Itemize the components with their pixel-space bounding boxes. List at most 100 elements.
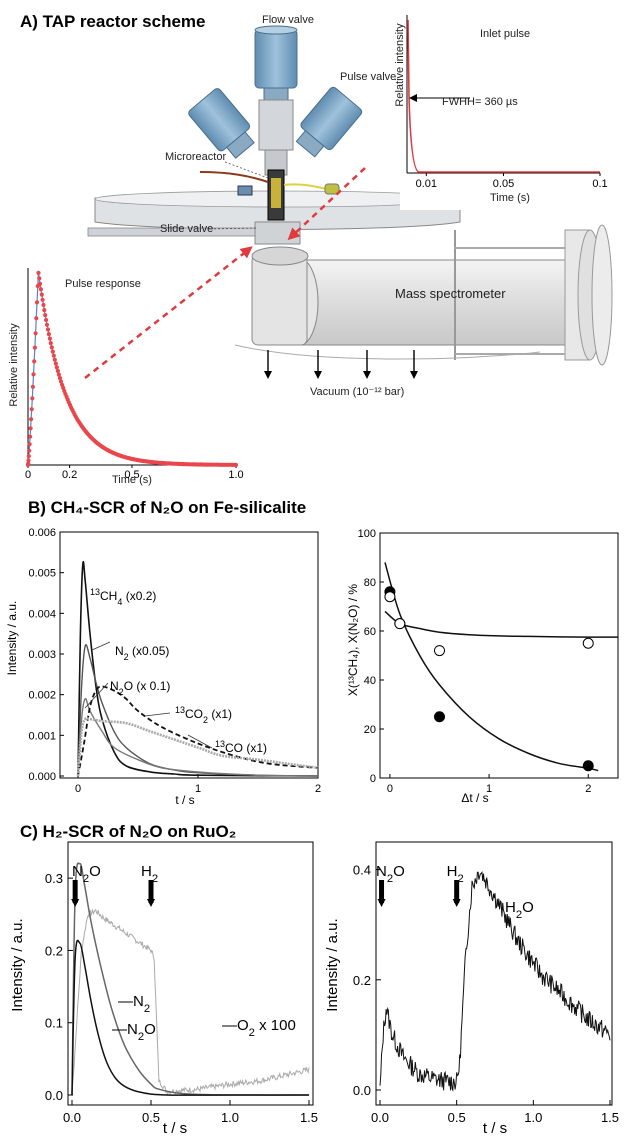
pulse-response-point [51, 353, 56, 358]
series-label-n2: —N2 [118, 993, 150, 1015]
pulse-response-point [57, 376, 63, 381]
vacuum-arrows [264, 350, 418, 379]
pulse-response-point [47, 336, 53, 341]
conversion-point-open [384, 591, 396, 603]
flow-valve-label: Flow valve [262, 14, 314, 26]
pulse-response-point [41, 302, 46, 308]
h2-scr-series-o2 [71, 908, 310, 1096]
conversion-point-filled [434, 711, 445, 723]
conversion-xlabel: Δt / s [461, 791, 488, 805]
ch4-scr-series-line [77, 644, 319, 777]
h2-scr-xtick-label: 0.0 [63, 1110, 81, 1125]
pulse-response-point [28, 426, 33, 431]
pulse-response-xtick-label: 0 [25, 469, 31, 481]
pulse-response-point [46, 332, 52, 337]
slide-valve [254, 221, 301, 245]
ch4-scr-transient-chart: Intensity / a.u. t / s 0.000 0.001 0.002 0.… [5, 527, 321, 807]
pulse-response-point [38, 287, 44, 292]
h2-arrow-label: H2 [447, 863, 464, 885]
pulse-response-point [34, 300, 40, 305]
pulse-response-point [42, 308, 47, 313]
inlet-pulse-xtick-label: 0.01 [416, 178, 437, 190]
h2-scr-xtick-label: 0.5 [142, 1110, 160, 1125]
pulse-response-chart: Pulse response Relative intensity Time (… [8, 268, 244, 486]
pulse-response-point [49, 345, 54, 350]
pulse-response-point [45, 327, 51, 332]
h2-scr-ytick-label: 0.0 [45, 1088, 63, 1103]
leader-n2 [91, 641, 111, 651]
conversion-xtick-label: 2 [585, 783, 591, 795]
h2o-xtick-label: 0.5 [448, 1110, 466, 1125]
h2-scr-series-n2 [71, 862, 310, 1096]
pulse-response-point [48, 341, 53, 346]
pulse-response-point [26, 458, 31, 463]
pulse-response-point [34, 316, 39, 321]
ch4-scr-ytick-label: 0.003 [28, 649, 56, 661]
inlet-pulse-xtick-label: 0.05 [493, 178, 514, 190]
pulse-valve-left [188, 88, 255, 159]
conversion-xtick-label: 0 [387, 783, 393, 795]
h2o-ylabel: Intensity / a.u. [324, 918, 341, 1011]
pulse-response-point [58, 379, 64, 384]
pulse-response-xtick-label: 1.0 [228, 469, 243, 481]
conversion-frame [379, 532, 619, 779]
ch4-scr-series-line [77, 685, 319, 777]
series-label-n2o: —N2O [112, 1021, 156, 1043]
conversion-ytick-label: 40 [364, 675, 376, 687]
pulse-response-xlabel: Time (s) [112, 474, 152, 486]
h2-scr-series-n2o [71, 939, 309, 1096]
microreactor [199, 169, 340, 221]
leader-13co2 [144, 712, 171, 717]
pulse-response-point [56, 372, 62, 377]
pulse-response-point [36, 270, 41, 275]
h2-scr-products-chart: Intensity / a.u. t / s 0.0 0.1 0.2 0.3 0.0 0.… [9, 841, 318, 1136]
conversion-ytick-label: 60 [364, 626, 376, 638]
pulse-response-point [29, 417, 34, 422]
conversion-fit-line [384, 610, 619, 638]
conversion-ytick-label: 100 [358, 528, 376, 540]
pulse-response-point [26, 454, 31, 459]
h2-scr-xtick-label: 1.0 [221, 1110, 239, 1125]
ch4-scr-series-line [76, 716, 319, 777]
inlet-pulse-chart: Inlet pulse FWHH= 360 µs Relative intens… [394, 10, 615, 210]
ch4-scr-series-line [77, 560, 319, 777]
pulse-valve-label: Pulse valve [340, 71, 396, 83]
pulse-response-point [32, 345, 38, 350]
ch4-scr-xtick-label: 0 [75, 783, 81, 795]
h2-scr-ytick-label: 0.2 [45, 943, 63, 958]
h2-scr-xlabel: t / s [163, 1120, 187, 1136]
red-arrow-response [84, 246, 253, 379]
ch4-scr-xlabel: t / s [175, 793, 194, 807]
h2o-ytick-label: 0.4 [353, 863, 371, 878]
valve-manifold [258, 99, 294, 176]
h2-scr-ytick-label: 0.1 [45, 1016, 63, 1031]
ch4-scr-ylabel: Intensity / a.u. [5, 601, 19, 676]
red-arrow-inlet [287, 167, 366, 241]
pulse-valve-right [295, 86, 363, 158]
microreactor-label: Microreactor [165, 151, 226, 163]
conversion-xtick-label: 1 [486, 783, 492, 795]
ch4-scr-ytick-label: 0.001 [28, 730, 56, 742]
series-label-h2o: H2O [505, 899, 534, 921]
slide-valve-label: Slide valve [160, 223, 213, 235]
pulse-response-point [54, 365, 59, 370]
n2o-arrow-label: N2O [376, 863, 405, 885]
conversion-ytick-label: 0 [370, 773, 376, 785]
pulse-response-point [31, 372, 36, 377]
h2-scr-ylabel: Intensity / a.u. [9, 918, 26, 1011]
ch4-scr-ytick-label: 0.004 [28, 608, 56, 620]
pulse-response-point [29, 407, 34, 412]
section-a-title: A) TAP reactor scheme [20, 12, 206, 31]
vacuum-label: Vacuum (10⁻¹² bar) [310, 386, 404, 398]
series-label-13ch4: 13CH4 (x0.2) [90, 587, 156, 607]
h2o-xtick-label: 0.0 [371, 1110, 389, 1125]
inlet-pulse-ylabel: Relative intensity [394, 23, 406, 107]
series-label-13co: 13CO (x1) [215, 739, 267, 755]
series-label-n2: N2 (x0.05) [115, 644, 169, 662]
ch4-scr-ytick-label: 0.006 [28, 527, 56, 539]
section-c-title: C) H₂-SCR of N₂O on RuO₂ [20, 822, 236, 841]
inlet-pulse-xtick-label: 0.1 [592, 178, 607, 190]
h2o-xtick-label: 1.0 [524, 1110, 542, 1125]
pulse-response-point [44, 317, 49, 323]
